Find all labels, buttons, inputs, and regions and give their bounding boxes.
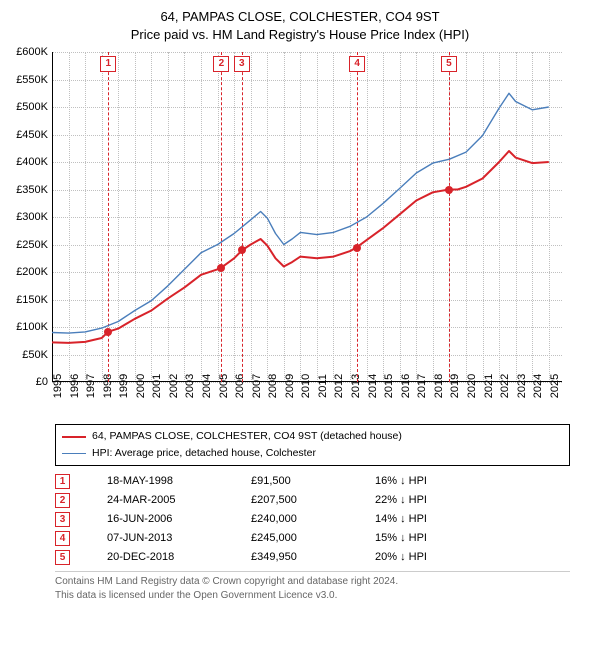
y-tick-label: £50K — [22, 349, 48, 361]
event-num-box: 2 — [55, 493, 70, 508]
series-line-property — [52, 151, 549, 343]
y-tick-label: £100K — [16, 321, 48, 333]
event-price: £245,000 — [251, 529, 375, 548]
table-row: 5 20-DEC-2018£349,95020% ↓ HPI — [55, 548, 441, 567]
table-row: 2 24-MAR-2005£207,50022% ↓ HPI — [55, 491, 441, 510]
event-dot — [445, 186, 453, 194]
event-num-box: 3 — [55, 512, 70, 527]
legend-swatch-property — [62, 436, 86, 438]
event-price: £207,500 — [251, 491, 375, 510]
y-tick-label: £200K — [16, 266, 48, 278]
y-tick-label: £0 — [36, 376, 48, 388]
event-delta: 16% ↓ HPI — [375, 472, 441, 491]
legend-item-hpi: HPI: Average price, detached house, Colc… — [62, 445, 563, 462]
event-delta: 20% ↓ HPI — [375, 548, 441, 567]
legend-item-property: 64, PAMPAS CLOSE, COLCHESTER, CO4 9ST (d… — [62, 428, 563, 445]
event-dot — [104, 328, 112, 336]
y-tick-label: £500K — [16, 101, 48, 113]
events-table: 1 18-MAY-1998£91,50016% ↓ HPI 2 24-MAR-2005… — [55, 472, 441, 567]
attribution-line1: Contains HM Land Registry data © Crown c… — [55, 575, 570, 590]
chart-plot-area: £0£50K£100K£150K£200K£250K£300K£350K£400… — [52, 52, 562, 382]
chart-container: 64, PAMPAS CLOSE, COLCHESTER, CO4 9ST Pr… — [0, 0, 600, 650]
title-address: 64, PAMPAS CLOSE, COLCHESTER, CO4 9ST — [0, 8, 600, 26]
event-delta: 15% ↓ HPI — [375, 529, 441, 548]
table-row: 4 07-JUN-2013£245,00015% ↓ HPI — [55, 529, 441, 548]
y-tick-label: £250K — [16, 239, 48, 251]
title-block: 64, PAMPAS CLOSE, COLCHESTER, CO4 9ST Pr… — [0, 0, 600, 44]
y-tick-label: £550K — [16, 74, 48, 86]
y-tick-label: £450K — [16, 129, 48, 141]
event-date: 18-MAY-1998 — [107, 472, 251, 491]
attribution-block: Contains HM Land Registry data © Crown c… — [55, 571, 570, 604]
legend-label-hpi: HPI: Average price, detached house, Colc… — [92, 445, 316, 462]
y-tick-label: £350K — [16, 184, 48, 196]
event-delta: 22% ↓ HPI — [375, 491, 441, 510]
attribution-line2: This data is licensed under the Open Gov… — [55, 589, 570, 604]
y-tick-label: £300K — [16, 211, 48, 223]
event-price: £240,000 — [251, 510, 375, 529]
event-delta: 14% ↓ HPI — [375, 510, 441, 529]
event-price: £349,950 — [251, 548, 375, 567]
table-row: 1 18-MAY-1998£91,50016% ↓ HPI — [55, 472, 441, 491]
plot-svg — [52, 52, 562, 382]
legend-label-property: 64, PAMPAS CLOSE, COLCHESTER, CO4 9ST (d… — [92, 428, 402, 445]
event-dot — [353, 244, 361, 252]
event-date: 07-JUN-2013 — [107, 529, 251, 548]
y-tick-label: £150K — [16, 294, 48, 306]
event-date: 24-MAR-2005 — [107, 491, 251, 510]
y-tick-label: £400K — [16, 156, 48, 168]
event-price: £91,500 — [251, 472, 375, 491]
legend-swatch-hpi — [62, 453, 86, 454]
event-dot — [217, 264, 225, 272]
y-tick-label: £600K — [16, 46, 48, 58]
event-date: 20-DEC-2018 — [107, 548, 251, 567]
event-date: 16-JUN-2006 — [107, 510, 251, 529]
event-num-box: 1 — [55, 474, 70, 489]
event-num-box: 5 — [55, 550, 70, 565]
title-subtitle: Price paid vs. HM Land Registry's House … — [0, 26, 600, 44]
event-dot — [238, 246, 246, 254]
table-row: 3 16-JUN-2006£240,00014% ↓ HPI — [55, 510, 441, 529]
series-line-hpi — [52, 94, 549, 334]
legend-box: 64, PAMPAS CLOSE, COLCHESTER, CO4 9ST (d… — [55, 424, 570, 466]
event-num-box: 4 — [55, 531, 70, 546]
